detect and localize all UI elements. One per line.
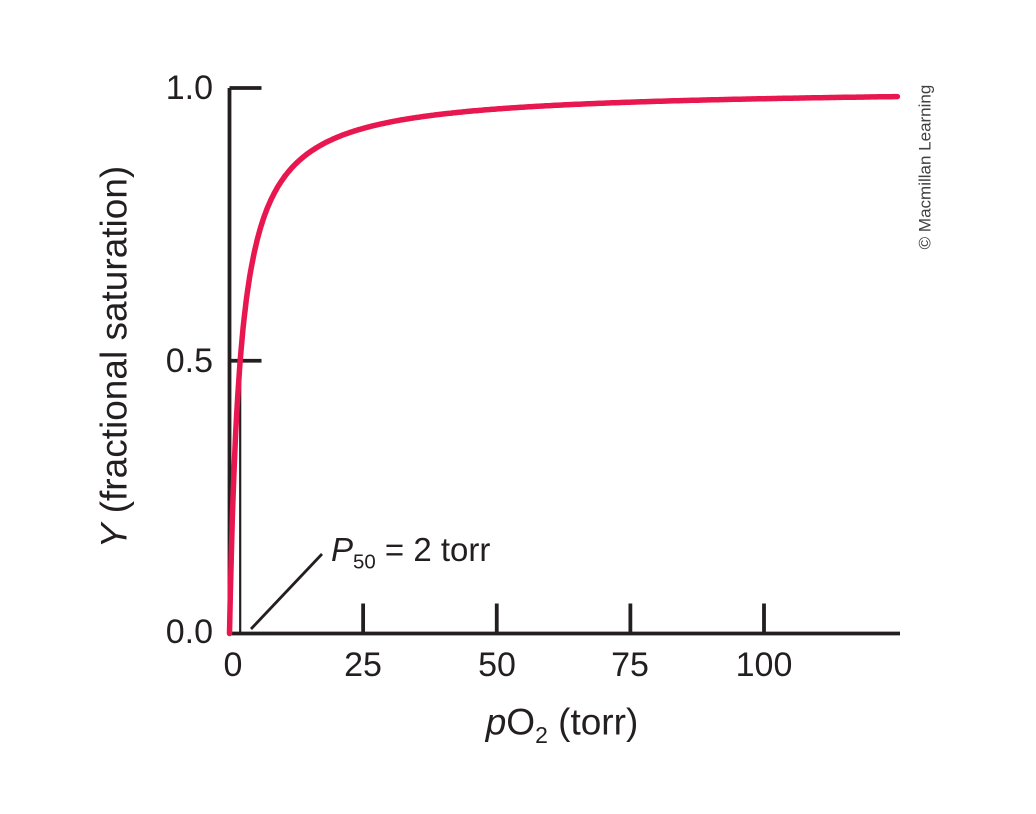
x-tick-label-0: 0 [223,646,243,684]
y-axis-label-rest: (fractional saturation) [93,165,135,524]
credit-text: © Macmillan Learning [915,84,935,250]
x-axis-label-p: p [485,701,507,743]
saturation-curve [226,93,901,637]
y-axis-label: Y (fractional saturation) [93,165,135,549]
x-axis-label: pO2 (torr) [485,701,639,747]
y-tick-label-0.5: 0.5 [165,342,213,380]
y-tick-label-1.0: 1.0 [165,69,213,107]
x-tick-label-75: 75 [611,646,649,684]
y-tick-label-0.0: 0.0 [165,613,213,651]
p50-annotation-value: = 2 torr [375,531,491,568]
x-tick-label-25: 25 [344,646,382,684]
p50-annotation: P50 = 2 torr [331,531,491,572]
x-axis-label-unit: (torr) [547,701,639,743]
x-axis-label-sub2: 2 [535,721,548,748]
p50-annotation-P: P [331,531,354,568]
x-axis-label-O: O [506,701,536,743]
x-tick-label-50: 50 [478,646,516,684]
p50-leader-line [249,553,324,630]
x-tick-label-100: 100 [735,646,793,684]
p50-annotation-sub: 50 [353,550,376,574]
y-axis-label-Y: Y [93,523,135,549]
